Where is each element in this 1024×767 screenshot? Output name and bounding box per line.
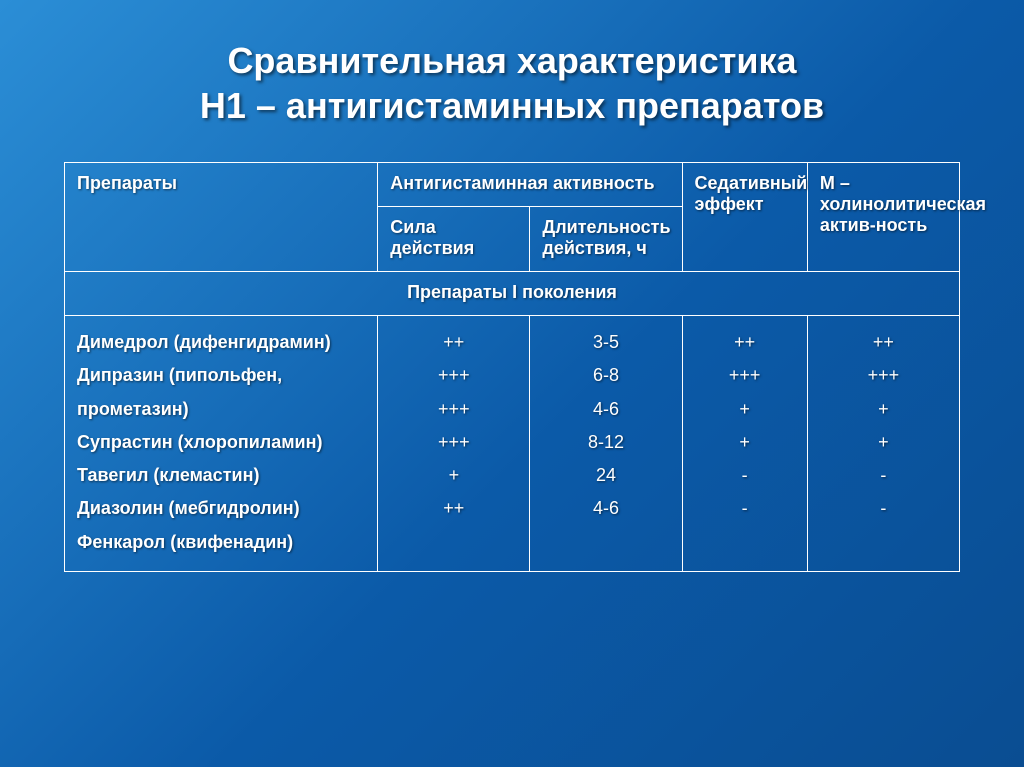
- title-line-2: Н1 – антигистаминных препаратов: [200, 85, 824, 126]
- strength-4: +: [390, 459, 517, 492]
- duration-5: 4-6: [542, 492, 669, 525]
- duration-cell: 3-5 6-8 4-6 8-12 24 4-6: [530, 316, 682, 572]
- col-mchol: М – холинолитическая актив-ность: [807, 163, 959, 272]
- duration-2: 4-6: [542, 393, 669, 426]
- sedative-1: +++: [695, 359, 795, 392]
- strength-cell: ++ +++ +++ +++ + ++: [378, 316, 530, 572]
- slide-title: Сравнительная характеристика Н1 – антиги…: [64, 38, 960, 128]
- sedative-4: -: [695, 459, 795, 492]
- strength-1: +++: [390, 359, 517, 392]
- mchol-1: +++: [820, 359, 947, 392]
- col-duration: Длительность действия, ч: [530, 207, 682, 272]
- section-label: Препараты I поколения: [65, 272, 960, 316]
- mchol-4: -: [820, 459, 947, 492]
- mchol-5: -: [820, 492, 947, 525]
- mchol-cell: ++ +++ + + - -: [807, 316, 959, 572]
- strength-0: ++: [390, 326, 517, 359]
- strength-2: +++: [390, 393, 517, 426]
- duration-0: 3-5: [542, 326, 669, 359]
- duration-1: 6-8: [542, 359, 669, 392]
- data-row: Димедрол (дифенгидрамин) Дипразин (пипол…: [65, 316, 960, 572]
- section-row: Препараты I поколения: [65, 272, 960, 316]
- drug-4: Диазолин (мебгидролин): [77, 492, 365, 525]
- header-row-1: Препараты Антигистаминная активность Сед…: [65, 163, 960, 207]
- mchol-0: ++: [820, 326, 947, 359]
- strength-3: +++: [390, 426, 517, 459]
- mchol-2: +: [820, 393, 947, 426]
- sedative-5: -: [695, 492, 795, 525]
- col-strength: Сила действия: [378, 207, 530, 272]
- title-line-1: Сравнительная характеристика: [227, 40, 796, 81]
- col-sedative: Седативный эффект: [682, 163, 807, 272]
- duration-3: 8-12: [542, 426, 669, 459]
- drug-1: Дипразин (пипольфен, прометазин): [77, 359, 365, 426]
- drug-2: Супрастин (хлоропиламин): [77, 426, 365, 459]
- drug-3: Тавегил (клемастин): [77, 459, 365, 492]
- duration-4: 24: [542, 459, 669, 492]
- drugs-cell: Димедрол (дифенгидрамин) Дипразин (пипол…: [65, 316, 378, 572]
- mchol-3: +: [820, 426, 947, 459]
- col-activity: Антигистаминная активность: [378, 163, 682, 207]
- sedative-3: +: [695, 426, 795, 459]
- sedative-2: +: [695, 393, 795, 426]
- comparison-table: Препараты Антигистаминная активность Сед…: [64, 162, 960, 572]
- sedative-0: ++: [695, 326, 795, 359]
- drug-5: Фенкарол (квифенадин): [77, 526, 365, 559]
- drug-0: Димедрол (дифенгидрамин): [77, 326, 365, 359]
- strength-5: ++: [390, 492, 517, 525]
- sedative-cell: ++ +++ + + - -: [682, 316, 807, 572]
- col-drugs: Препараты: [65, 163, 378, 272]
